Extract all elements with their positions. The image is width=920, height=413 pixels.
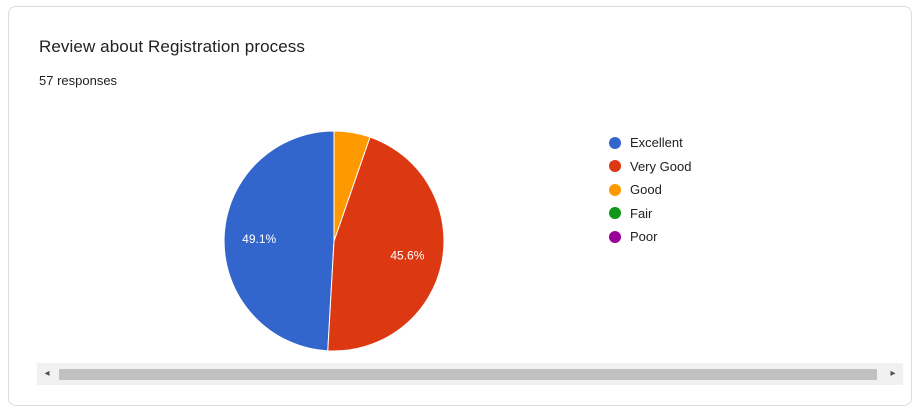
pie-slice-excellent[interactable] (223, 130, 335, 352)
legend-item-fair[interactable]: Fair (609, 202, 691, 226)
scroll-right-icon[interactable]: ▸ (890, 368, 896, 379)
legend-swatch-icon (609, 160, 621, 173)
legend-item-very-good[interactable]: Very Good (609, 155, 691, 179)
pie-slice-good[interactable] (333, 130, 371, 242)
slice-label-very-good: 45.6% (390, 249, 424, 263)
scroll-left-icon[interactable]: ◂ (44, 368, 50, 379)
legend-swatch-icon (609, 136, 621, 149)
legend-item-good[interactable]: Good (609, 178, 691, 202)
legend-item-excellent[interactable]: Excellent (609, 131, 691, 155)
legend-label: Fair (630, 205, 653, 221)
chart-legend: Excellent Very Good Good Fair Poor (609, 131, 691, 249)
legend-swatch-icon (609, 207, 621, 220)
horizontal-scrollbar[interactable]: ◂ ▸ (37, 363, 903, 385)
chart-title: Review about Registration process (39, 37, 305, 56)
legend-label: Good (630, 182, 662, 198)
legend-label: Very Good (630, 158, 692, 174)
legend-swatch-icon (609, 230, 621, 243)
scroll-track[interactable] (59, 369, 877, 380)
response-count: 57 responses (39, 73, 118, 88)
pie-slice-very-good[interactable] (327, 136, 445, 352)
legend-swatch-icon (609, 183, 621, 196)
legend-label: Excellent (630, 135, 683, 151)
legend-item-poor[interactable]: Poor (609, 225, 691, 249)
slice-label-excellent: 49.1% (242, 232, 276, 246)
response-summary-card: Review about Registration process 57 res… (8, 6, 912, 406)
legend-label: Poor (630, 229, 658, 245)
pie-chart: 49.1% 45.6% (223, 130, 445, 352)
scroll-thumb[interactable] (59, 369, 877, 380)
